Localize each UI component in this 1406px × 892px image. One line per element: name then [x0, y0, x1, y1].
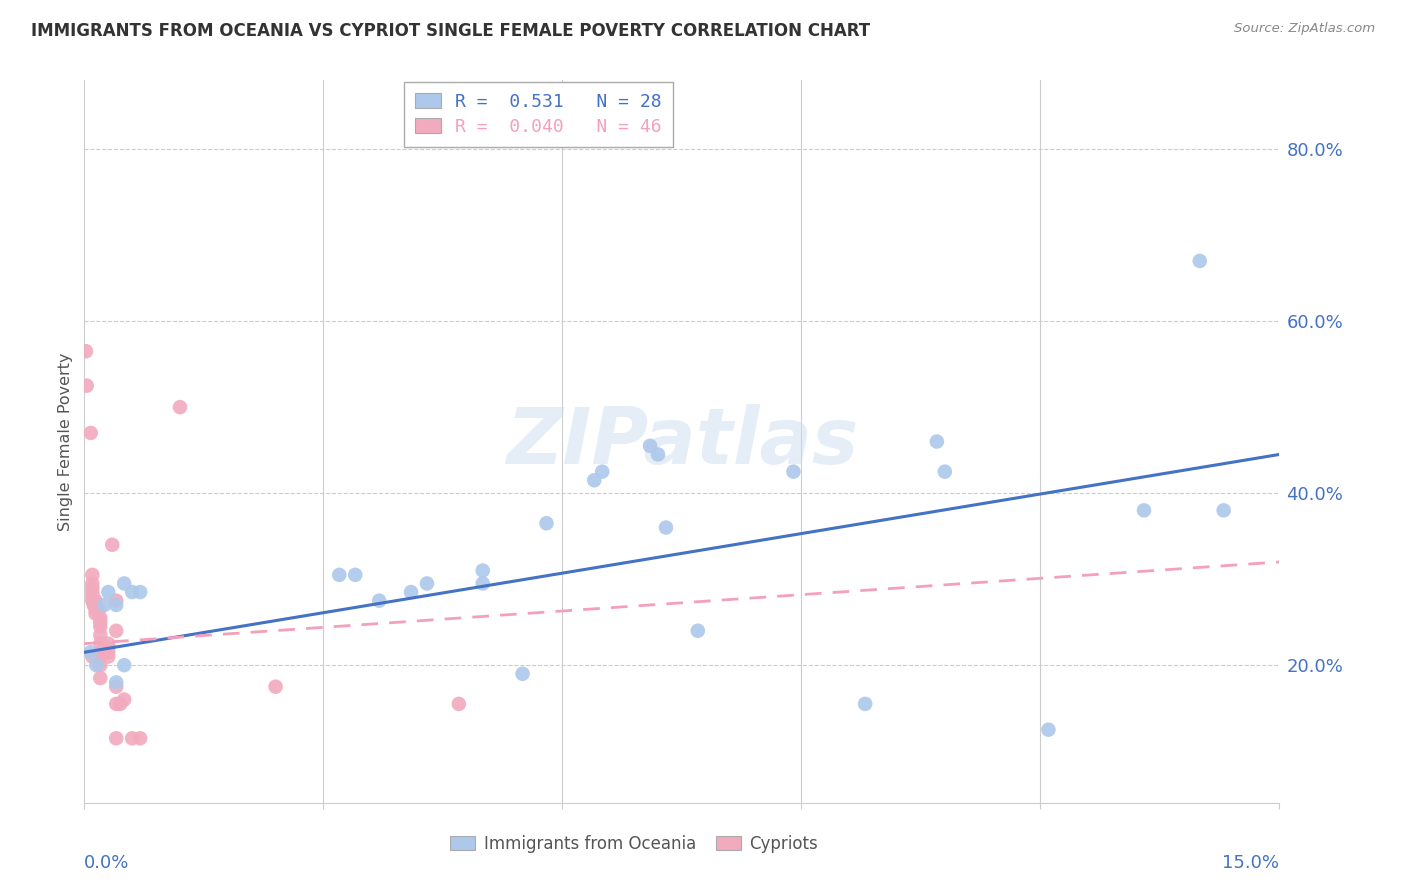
Point [86, 658, 108, 673]
Point [82, 649, 104, 664]
Legend: Immigrants from Oceania, Cypriots: Immigrants from Oceania, Cypriots [444, 828, 824, 860]
Point [75, 344, 97, 359]
Point [84, 602, 107, 616]
Point [101, 538, 124, 552]
Point [344, 567, 367, 582]
Point [121, 585, 143, 599]
Point [80, 645, 103, 659]
Point [110, 697, 132, 711]
Point [1188, 253, 1211, 268]
Point [97, 637, 120, 651]
Point [129, 585, 152, 599]
Point [925, 434, 948, 449]
Point [89, 611, 111, 625]
Point [368, 593, 391, 607]
Point [583, 473, 606, 487]
Point [84, 593, 107, 607]
Point [82, 585, 104, 599]
Point [84, 598, 107, 612]
Point [105, 675, 128, 690]
Point [399, 585, 422, 599]
Text: ZIPatlas: ZIPatlas [506, 403, 858, 480]
Point [105, 593, 128, 607]
Point [853, 697, 876, 711]
Point [87, 602, 110, 616]
Point [1038, 723, 1060, 737]
Point [169, 400, 191, 414]
Point [93, 645, 115, 659]
Point [264, 680, 287, 694]
Point [105, 731, 128, 746]
Point [97, 585, 120, 599]
Point [328, 567, 350, 582]
Text: Source: ZipAtlas.com: Source: ZipAtlas.com [1234, 22, 1375, 36]
Point [89, 658, 111, 673]
Point [121, 731, 143, 746]
Point [89, 645, 111, 659]
Point [82, 593, 104, 607]
Point [105, 624, 128, 638]
Point [934, 465, 956, 479]
Point [447, 697, 470, 711]
Point [416, 576, 439, 591]
Point [112, 692, 135, 706]
Point [782, 465, 804, 479]
Point [1212, 503, 1234, 517]
Point [129, 731, 152, 746]
Point [82, 567, 104, 582]
Point [80, 425, 103, 440]
Point [647, 447, 669, 461]
Point [83, 598, 105, 612]
Point [638, 439, 661, 453]
Point [112, 658, 135, 673]
Point [1133, 503, 1156, 517]
Point [89, 628, 111, 642]
Point [655, 520, 678, 534]
Point [82, 576, 104, 591]
Point [89, 615, 111, 630]
Point [105, 680, 128, 694]
Text: IMMIGRANTS FROM OCEANIA VS CYPRIOT SINGLE FEMALE POVERTY CORRELATION CHART: IMMIGRANTS FROM OCEANIA VS CYPRIOT SINGL… [31, 22, 870, 40]
Point [89, 671, 111, 685]
Point [89, 637, 111, 651]
Text: 15.0%: 15.0% [1222, 855, 1279, 872]
Point [112, 576, 135, 591]
Point [512, 666, 534, 681]
Y-axis label: Single Female Poverty: Single Female Poverty [58, 352, 73, 531]
Point [591, 465, 613, 479]
Point [82, 590, 104, 604]
Point [105, 598, 128, 612]
Point [686, 624, 709, 638]
Point [93, 598, 115, 612]
Point [471, 576, 494, 591]
Point [93, 640, 115, 655]
Point [82, 581, 104, 595]
Point [105, 697, 128, 711]
Text: 0.0%: 0.0% [84, 855, 129, 872]
Point [97, 645, 120, 659]
Point [83, 593, 105, 607]
Point [83, 598, 105, 612]
Point [97, 649, 120, 664]
Point [471, 564, 494, 578]
Point [84, 598, 107, 612]
Point [76, 378, 98, 392]
Point [536, 516, 558, 531]
Point [89, 619, 111, 633]
Point [97, 640, 120, 655]
Point [84, 607, 107, 621]
